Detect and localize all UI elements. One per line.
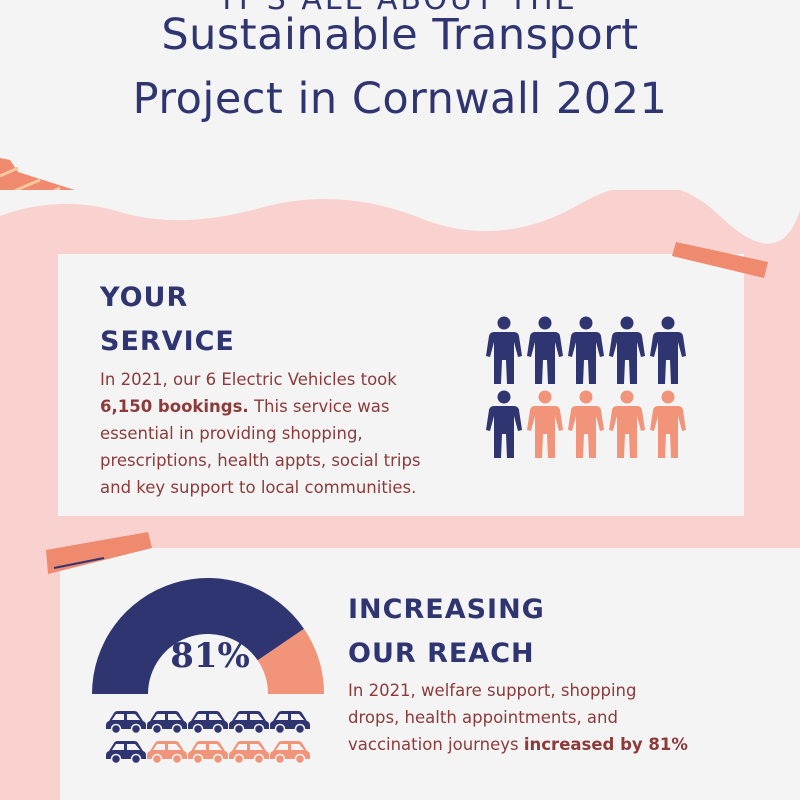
reach-line-2: drops, health appointments, and <box>348 708 618 727</box>
reach-description: In 2021, welfare support, shopping drops… <box>348 677 788 758</box>
decorative-tape-right <box>672 242 768 278</box>
increase-highlight: increased by 81% <box>523 735 688 754</box>
person-icon <box>650 390 686 460</box>
title-line-2: Project in Cornwall 2021 <box>132 74 668 124</box>
service-description: In 2021, our 6 Electric Vehicles took 6,… <box>100 366 480 501</box>
car-icon <box>106 740 146 765</box>
car-icon <box>229 740 269 765</box>
person-icon <box>609 390 645 460</box>
service-card <box>58 254 744 516</box>
person-icon <box>486 390 522 460</box>
car-icon <box>106 710 146 735</box>
car-icon <box>270 740 310 765</box>
reach-heading: INCREASING OUR REACH <box>348 588 545 676</box>
service-heading-line1: YOUR <box>100 282 189 313</box>
title-line-1: Sustainable Transport <box>161 10 639 60</box>
reach-line-3: vaccination journeys increased by 81% <box>348 731 788 758</box>
service-line-5: and key support to local communities. <box>100 478 417 497</box>
people-pictogram <box>486 316 694 464</box>
gauge-label: 81% <box>170 636 250 676</box>
person-icon <box>568 316 604 386</box>
person-icon <box>486 316 522 386</box>
person-icon <box>527 390 563 460</box>
car-icon <box>188 740 228 765</box>
gauge-remainder-arc <box>257 628 324 694</box>
service-line-2: 6,150 bookings. This service was <box>100 393 480 420</box>
service-line-4: prescriptions, health appts, social trip… <box>100 451 421 470</box>
person-icon <box>609 316 645 386</box>
reach-line-1: In 2021, welfare support, shopping <box>348 681 637 700</box>
service-line-3: essential in providing shopping, <box>100 424 363 443</box>
car-icon <box>229 710 269 735</box>
service-heading: YOUR SERVICE <box>100 276 235 364</box>
service-line-1: In 2021, our 6 Electric Vehicles took <box>100 370 397 389</box>
car-icon <box>270 710 310 735</box>
car-icon <box>188 710 228 735</box>
car-icon <box>147 740 187 765</box>
reach-heading-line2: OUR REACH <box>348 638 535 669</box>
service-heading-line2: SERVICE <box>100 326 235 357</box>
car-icon <box>147 710 187 735</box>
reach-line-3-text: vaccination journeys <box>348 735 524 754</box>
torn-edge-decoration <box>0 190 800 244</box>
service-line-2-rest: This service was <box>248 397 390 416</box>
reach-heading-line1: INCREASING <box>348 594 545 625</box>
person-icon <box>650 316 686 386</box>
person-icon <box>527 316 563 386</box>
header-kicker: IT'S ALL ABOUT THE <box>0 0 800 17</box>
gauge-value-arc <box>92 578 304 694</box>
cars-pictogram <box>106 710 316 768</box>
decorative-tape-middle <box>46 532 152 574</box>
header: IT'S ALL ABOUT THE Sustainable Transport… <box>0 0 800 160</box>
person-icon <box>568 390 604 460</box>
bookings-highlight: 6,150 bookings. <box>100 397 249 416</box>
gauge-chart <box>92 578 324 694</box>
